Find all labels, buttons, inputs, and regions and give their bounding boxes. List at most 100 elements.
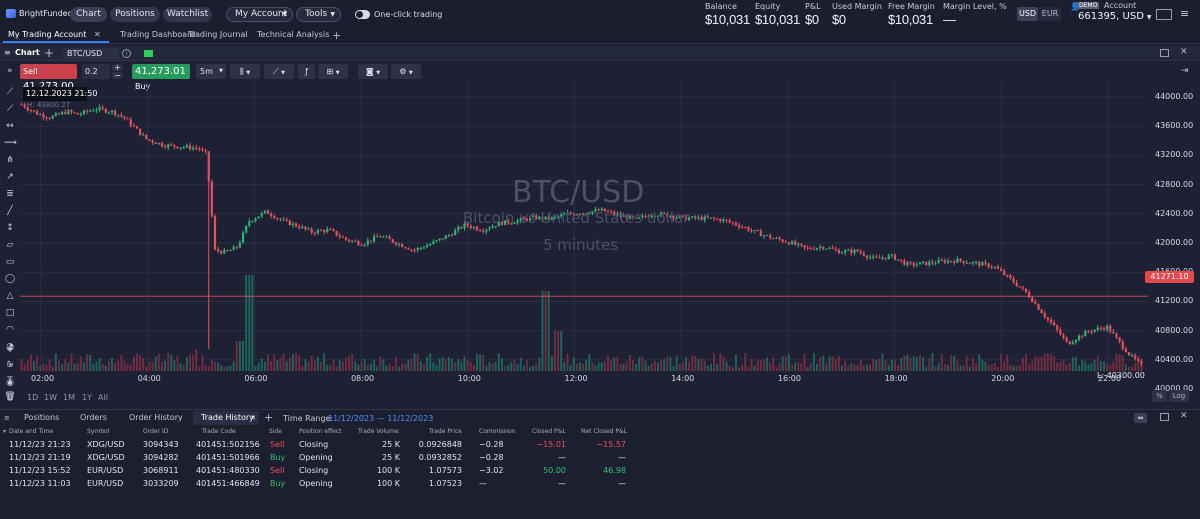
tab-trading-dashboard[interactable]: Trading Dashboard: [120, 30, 196, 39]
qty-increase-button[interactable]: +: [112, 64, 123, 72]
col-symbol-header[interactable]: Symbol: [87, 428, 110, 435]
symbol-input[interactable]: BTC/USD: [63, 48, 119, 59]
one-click-toggle[interactable]: [355, 10, 370, 19]
magnet-icon[interactable]: ∪: [6, 393, 14, 403]
price-tick-label: 41200.00: [1155, 296, 1194, 306]
menu-icon[interactable]: ≡: [4, 414, 10, 422]
col-commission-header[interactable]: Commission: [479, 428, 516, 435]
box-icon[interactable]: □: [5, 308, 15, 318]
col-effect-header[interactable]: Position effect: [299, 428, 342, 435]
channel-icon[interactable]: ▱: [6, 240, 14, 250]
tab-my-trading-account[interactable]: My Trading Account: [8, 30, 86, 39]
col-side-header[interactable]: Side: [269, 428, 282, 435]
eye-icon[interactable]: ◉: [6, 378, 14, 388]
time-range-value[interactable]: 11/12/2023 — 11/12/2023: [328, 414, 434, 423]
pitchfork-icon[interactable]: ⋔: [6, 155, 14, 165]
period-1w[interactable]: 1W: [44, 393, 57, 402]
line-segment-icon[interactable]: ╱: [7, 206, 13, 216]
buy-button[interactable]: 41,273.01 Buy: [132, 64, 190, 91]
col-trade-code-header[interactable]: Trade Code: [202, 428, 236, 435]
layout-button[interactable]: ⊞ ▼: [318, 64, 348, 79]
add-tab-icon[interactable]: +: [264, 411, 274, 424]
expand-icon[interactable]: »: [7, 66, 13, 76]
maximize-icon[interactable]: [1160, 413, 1169, 421]
add-tab-icon[interactable]: +: [332, 29, 342, 42]
vertical-line-icon[interactable]: ↕: [6, 223, 14, 233]
col-price-header[interactable]: Trade Price: [429, 428, 462, 435]
crosshair-icon[interactable]: ⟋: [6, 87, 14, 97]
log-scale-button[interactable]: Log: [1169, 390, 1189, 402]
indicators-button[interactable]: ƒ: [298, 64, 315, 79]
nav-watchlist-button[interactable]: Watchlist: [163, 7, 212, 22]
close-icon[interactable]: ✕: [94, 30, 101, 39]
menu-icon[interactable]: ≡: [4, 48, 11, 57]
my-account-menu[interactable]: My Account ▼: [226, 7, 293, 22]
arrow-icon[interactable]: ↗: [6, 172, 14, 182]
eraser-icon[interactable]: ◈: [6, 344, 14, 354]
settings-button[interactable]: ⚙ ▼: [391, 64, 421, 79]
ellipse-icon[interactable]: ◯: [4, 274, 16, 284]
period-1y[interactable]: 1Y: [82, 393, 92, 402]
volume-bar: [610, 359, 613, 371]
text-icon[interactable]: T: [7, 376, 13, 386]
nav-positions-button[interactable]: Positions: [110, 7, 160, 22]
volume-bar: [204, 364, 207, 371]
column-toggle-icon[interactable]: ⇔: [1134, 413, 1147, 423]
qty-decrease-button[interactable]: −: [112, 72, 123, 80]
account-selector[interactable]: 661395, USD ▼: [1078, 11, 1152, 22]
close-icon[interactable]: ✕: [250, 414, 256, 422]
horizontal-line-icon[interactable]: ↔: [6, 121, 14, 131]
tools-menu[interactable]: Tools ▼: [296, 7, 341, 22]
period-1d[interactable]: 1D: [27, 393, 39, 402]
triangle-icon[interactable]: △: [6, 291, 14, 301]
ray-icon[interactable]: ⟿: [4, 138, 17, 148]
rectangle-icon[interactable]: ▭: [5, 257, 15, 267]
close-icon[interactable]: ✕: [1180, 411, 1188, 421]
tab-positions[interactable]: Positions: [24, 413, 60, 422]
tab-trade-history[interactable]: Trade History ✕: [193, 411, 259, 425]
trend-line-icon[interactable]: ⟋: [6, 104, 14, 114]
percent-scale-button[interactable]: %: [1152, 390, 1167, 402]
volume-bar: [120, 355, 123, 371]
tab-order-history[interactable]: Order History: [129, 413, 183, 422]
trash-icon[interactable]: 🗑: [4, 392, 16, 402]
fib-icon[interactable]: ≣: [6, 189, 14, 199]
candle: [494, 226, 497, 228]
cell-symbol: XDG/USD: [87, 453, 125, 462]
price-chart[interactable]: [20, 82, 1148, 388]
layout-icon[interactable]: [1156, 9, 1172, 20]
link-icon[interactable]: ∞: [6, 361, 14, 371]
col-closed-pnl-header[interactable]: Closed P&L: [532, 428, 566, 435]
volume-bar: [382, 359, 385, 371]
currency-usd-button[interactable]: USD: [1017, 7, 1038, 21]
candle: [513, 223, 516, 225]
close-icon[interactable]: ✕: [1180, 47, 1188, 57]
maximize-icon[interactable]: [1160, 49, 1169, 57]
volume-bar: [329, 364, 332, 371]
currency-eur-button[interactable]: EUR: [1039, 7, 1061, 21]
nav-chart-button[interactable]: Chart: [70, 7, 107, 22]
period-all[interactable]: All: [98, 393, 108, 402]
info-icon[interactable]: i: [122, 49, 131, 58]
arc-icon[interactable]: ◠: [6, 325, 14, 335]
chart-type-button[interactable]: ⫼ ▼: [230, 64, 260, 79]
period-1m[interactable]: 1M: [63, 393, 75, 402]
col-order-id-header[interactable]: Order ID: [143, 428, 169, 435]
drawing-tools-button[interactable]: ⟋ ▼: [264, 64, 294, 79]
quantity-input[interactable]: 0.2: [82, 64, 110, 79]
sell-button[interactable]: Sell 41,273.00: [20, 64, 77, 92]
expand-right-icon[interactable]: ⇥: [1181, 66, 1189, 76]
col-date-header[interactable]: Date and Time: [9, 428, 54, 435]
add-chart-icon[interactable]: +: [44, 46, 55, 60]
screenshot-button[interactable]: ◙ ▼: [358, 64, 388, 79]
tab-technical-analysis[interactable]: Technical Analysis: [257, 30, 330, 39]
menu-icon[interactable]: ≡: [1180, 7, 1190, 20]
tab-orders[interactable]: Orders: [80, 413, 107, 422]
col-volume-header[interactable]: Trade Volume: [358, 428, 399, 435]
col-net-pnl-header[interactable]: Net Closed P&L: [581, 428, 628, 435]
measure-icon[interactable]: ◔: [6, 342, 14, 352]
brush-icon[interactable]: ∿: [6, 359, 14, 369]
tab-trading-journal[interactable]: Trading Journal: [188, 30, 248, 39]
buy-label: Buy: [135, 82, 151, 91]
timeframe-select[interactable]: 5m ▼: [196, 64, 226, 79]
